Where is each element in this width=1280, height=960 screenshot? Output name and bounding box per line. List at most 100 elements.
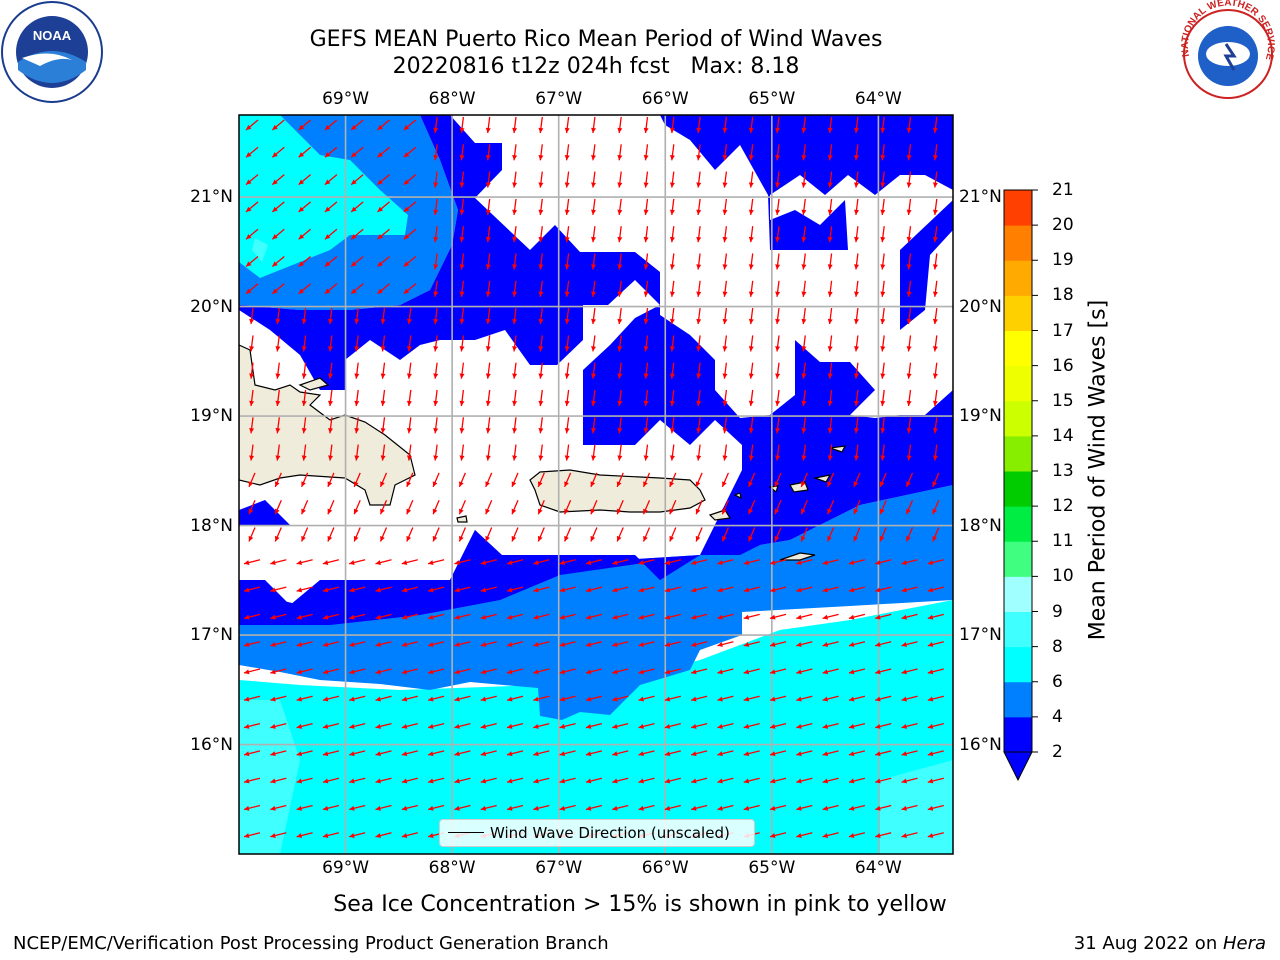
- wave-direction-arrow: [901, 804, 918, 811]
- colorbar-segment: [1004, 716, 1032, 753]
- wave-direction-arrow: [717, 641, 734, 647]
- wave-direction-arrow: [901, 586, 918, 593]
- lat-lon-grid: [239, 115, 953, 854]
- wave-direction-arrow: [927, 804, 944, 811]
- wave-direction-arrow: [432, 499, 440, 515]
- wave-direction-arrow: [458, 527, 466, 542]
- wave-direction-arrow: [559, 668, 576, 675]
- wave-direction-arrow: [743, 722, 760, 729]
- wave-direction-arrow: [480, 722, 497, 729]
- wave-direction-arrow: [796, 559, 813, 566]
- wave-direction-arrow: [401, 750, 418, 757]
- latitude-label-right: 16°N: [959, 734, 1002, 755]
- wave-direction-arrow: [512, 280, 518, 297]
- wave-direction-arrow: [906, 226, 912, 243]
- wave-direction-arrow: [349, 804, 366, 811]
- wave-direction-arrow: [827, 253, 833, 270]
- wave-direction-arrow: [696, 335, 702, 352]
- longitude-label-bottom: 64°W: [854, 858, 902, 878]
- wave-direction-arrow: [427, 804, 445, 811]
- wave-direction-arrow: [559, 722, 576, 729]
- wave-direction-arrow: [801, 389, 807, 407]
- wave-direction-arrow: [748, 226, 754, 243]
- wave-direction-arrow: [617, 335, 623, 352]
- wave-direction-arrow: [722, 226, 728, 243]
- wave-direction-arrow: [801, 253, 807, 270]
- wave-direction-arrow: [512, 144, 518, 161]
- wave-direction-arrow: [775, 444, 781, 461]
- wave-direction-arrow: [638, 722, 655, 729]
- wave-direction-arrow: [350, 146, 364, 158]
- wave-direction-arrow: [875, 804, 892, 811]
- wave-direction-arrow: [322, 722, 340, 729]
- wave-direction-arrow: [879, 499, 887, 515]
- wave-direction-arrow: [427, 559, 445, 566]
- wave-direction-arrow: [559, 613, 576, 620]
- wave-direction-arrow: [377, 228, 390, 240]
- wave-direction-arrow: [406, 362, 412, 379]
- colorbar-tick-label: 2: [1052, 742, 1063, 762]
- wave-direction-arrow: [349, 750, 366, 757]
- wave-direction-arrow: [695, 472, 703, 488]
- wave-direction-arrow: [459, 417, 465, 434]
- wave-direction-arrow: [932, 198, 938, 215]
- wave-direction-arrow: [638, 777, 655, 784]
- wave-direction-arrow: [643, 417, 649, 434]
- wave-direction-arrow: [485, 499, 493, 515]
- wave-direction-arrow: [354, 389, 360, 407]
- wave-direction-arrow: [906, 389, 912, 407]
- wave-direction-arrow: [664, 586, 681, 593]
- wave-direction-arrow: [506, 804, 524, 811]
- wave-direction-arrow: [642, 499, 651, 515]
- wave-direction-arrow: [324, 228, 338, 240]
- wave-direction-arrow: [769, 722, 787, 729]
- wave-direction-arrow: [612, 586, 629, 593]
- wave-direction-arrow: [853, 527, 861, 542]
- wave-direction-arrow: [454, 777, 471, 784]
- wave-direction-arrow: [564, 362, 570, 379]
- colorbar-segment: [1004, 611, 1032, 648]
- colorbar-segment: [1004, 541, 1032, 577]
- wave-direction-arrow: [432, 472, 440, 488]
- wave-direction-arrow: [748, 116, 754, 134]
- wave-direction-arrow: [722, 198, 728, 215]
- wave-direction-arrow: [848, 695, 866, 702]
- wave-direction-arrow: [564, 417, 570, 434]
- wave-direction-arrow: [801, 116, 807, 134]
- wave-direction-arrow: [512, 389, 518, 407]
- wave-direction-arrow: [459, 171, 465, 188]
- wave-direction-arrow: [459, 280, 465, 297]
- nws-logo: NATIONAL WEATHER SERVICE: [1180, 0, 1276, 99]
- wave-direction-arrow: [927, 722, 944, 729]
- wave-direction-arrow: [774, 527, 782, 542]
- wave-direction-arrow: [905, 499, 914, 515]
- wave-direction-arrow: [827, 198, 833, 215]
- wave-direction-arrow: [854, 171, 860, 188]
- colorbar-segment: [1004, 576, 1032, 612]
- wave-direction-arrow: [301, 417, 307, 434]
- legend-line-sample: [448, 832, 484, 833]
- wave-direction-arrow: [512, 198, 518, 215]
- wave-direction-arrow: [433, 198, 439, 215]
- wave-direction-arrow: [616, 472, 624, 488]
- wave-direction-arrow: [353, 527, 361, 542]
- wave-direction-arrow: [880, 226, 886, 243]
- wave-direction-arrow: [533, 559, 550, 566]
- wave-direction-arrow: [271, 119, 285, 131]
- wave-direction-arrow: [775, 226, 781, 243]
- wave-direction-arrow: [564, 335, 570, 352]
- wave-direction-arrow: [696, 389, 702, 407]
- wave-direction-arrow: [506, 559, 524, 566]
- wave-direction-arrow: [533, 695, 550, 702]
- wave-direction-arrow: [427, 613, 445, 620]
- wave-direction-arrow: [932, 389, 938, 407]
- wave-direction-arrow: [880, 198, 886, 215]
- wave-direction-arrow: [880, 308, 886, 325]
- wave-direction-arrow: [243, 613, 261, 620]
- wave-direction-arrow: [458, 499, 466, 515]
- wave-direction-arrow: [298, 283, 312, 295]
- wave-direction-arrow: [669, 389, 675, 407]
- wave-direction-arrow: [296, 804, 313, 811]
- wave-direction-arrow: [664, 695, 681, 702]
- wave-direction-arrow: [717, 559, 734, 566]
